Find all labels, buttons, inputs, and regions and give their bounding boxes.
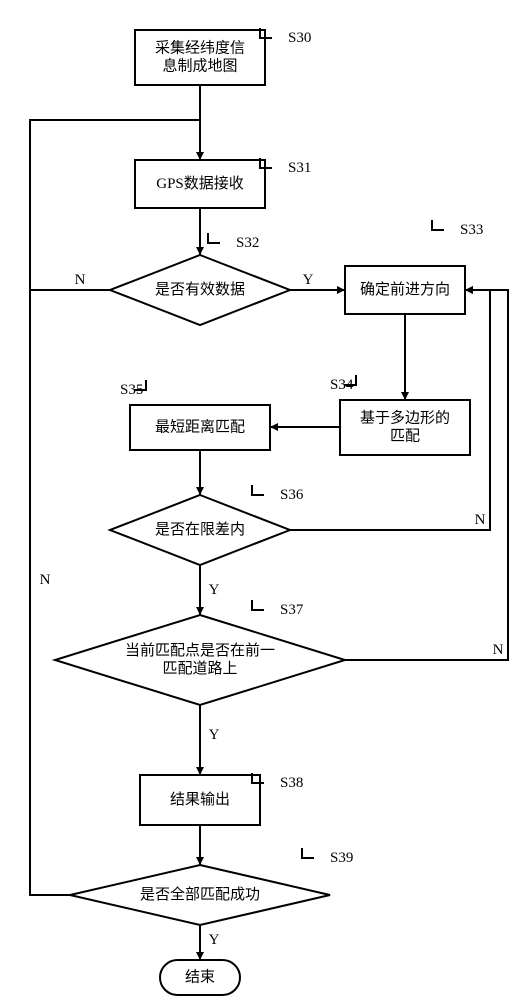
edge-label: Y: [303, 272, 314, 288]
node-s31: GPS数据接收: [135, 160, 265, 208]
node-text: GPS数据接收: [156, 175, 244, 192]
node-text: 匹配: [390, 428, 420, 445]
node-s39: 是否全部匹配成功: [70, 865, 330, 925]
node-s37: 当前匹配点是否在前一匹配道路上: [55, 615, 345, 705]
edge-label: N: [475, 512, 486, 528]
node-text: 结束: [185, 969, 215, 986]
node-s36: 是否在限差内: [110, 495, 290, 565]
step-label-s37: S37: [280, 602, 304, 618]
node-text: 当前匹配点是否在前一: [125, 642, 275, 659]
node-text: 是否有效数据: [155, 281, 245, 298]
step-label-s38: S38: [280, 775, 303, 791]
node-text: 采集经纬度信: [155, 40, 245, 57]
node-text: 息制成地图: [162, 58, 237, 75]
node-s30: 采集经纬度信息制成地图: [135, 30, 265, 85]
edge-label: N: [40, 572, 51, 588]
edge-label: Y: [209, 582, 220, 598]
node-s33: 确定前进方向: [345, 266, 465, 314]
node-text: 是否全部匹配成功: [140, 885, 260, 903]
node-s35: 最短距离匹配: [130, 405, 270, 450]
step-bracket: [432, 220, 444, 230]
node-s32: 是否有效数据: [110, 255, 290, 325]
node-end: 结束: [160, 960, 240, 995]
node-text: 结果输出: [170, 791, 230, 808]
step-bracket: [252, 600, 264, 610]
step-bracket: [252, 485, 264, 495]
node-text: 确定前进方向: [360, 281, 450, 298]
node-text: 基于多边形的: [360, 410, 450, 427]
node-text: 是否在限差内: [155, 521, 245, 538]
edge-label: N: [75, 272, 86, 288]
node-text: 最短距离匹配: [155, 419, 245, 436]
step-label-s31: S31: [288, 160, 311, 176]
step-label-s33: S33: [460, 222, 483, 238]
step-bracket: [208, 233, 220, 243]
edge-label: N: [493, 642, 504, 658]
step-label-s32: S32: [236, 235, 259, 251]
step-label-s39: S39: [330, 850, 353, 866]
edge-label: Y: [209, 932, 220, 948]
flow-edge: [345, 290, 508, 660]
step-bracket: [302, 848, 314, 858]
edge-label: Y: [209, 727, 220, 743]
step-label-s30: S30: [288, 30, 311, 46]
step-label-s36: S36: [280, 487, 304, 503]
node-s38: 结果输出: [140, 775, 260, 825]
node-s34: 基于多边形的匹配: [340, 400, 470, 455]
node-text: 匹配道路上: [162, 660, 237, 677]
